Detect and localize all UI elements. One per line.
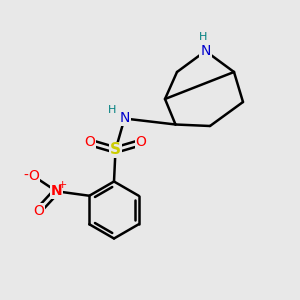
Text: H: H: [199, 32, 207, 43]
Text: -: -: [23, 169, 28, 183]
Text: S: S: [110, 142, 121, 158]
Text: N: N: [50, 184, 62, 198]
Text: +: +: [58, 180, 68, 190]
Text: N: N: [200, 44, 211, 58]
Text: O: O: [136, 136, 146, 149]
Text: H: H: [108, 105, 116, 115]
Text: N: N: [119, 112, 130, 125]
Text: O: O: [85, 136, 95, 149]
Text: O: O: [28, 169, 39, 183]
Text: O: O: [33, 204, 44, 218]
